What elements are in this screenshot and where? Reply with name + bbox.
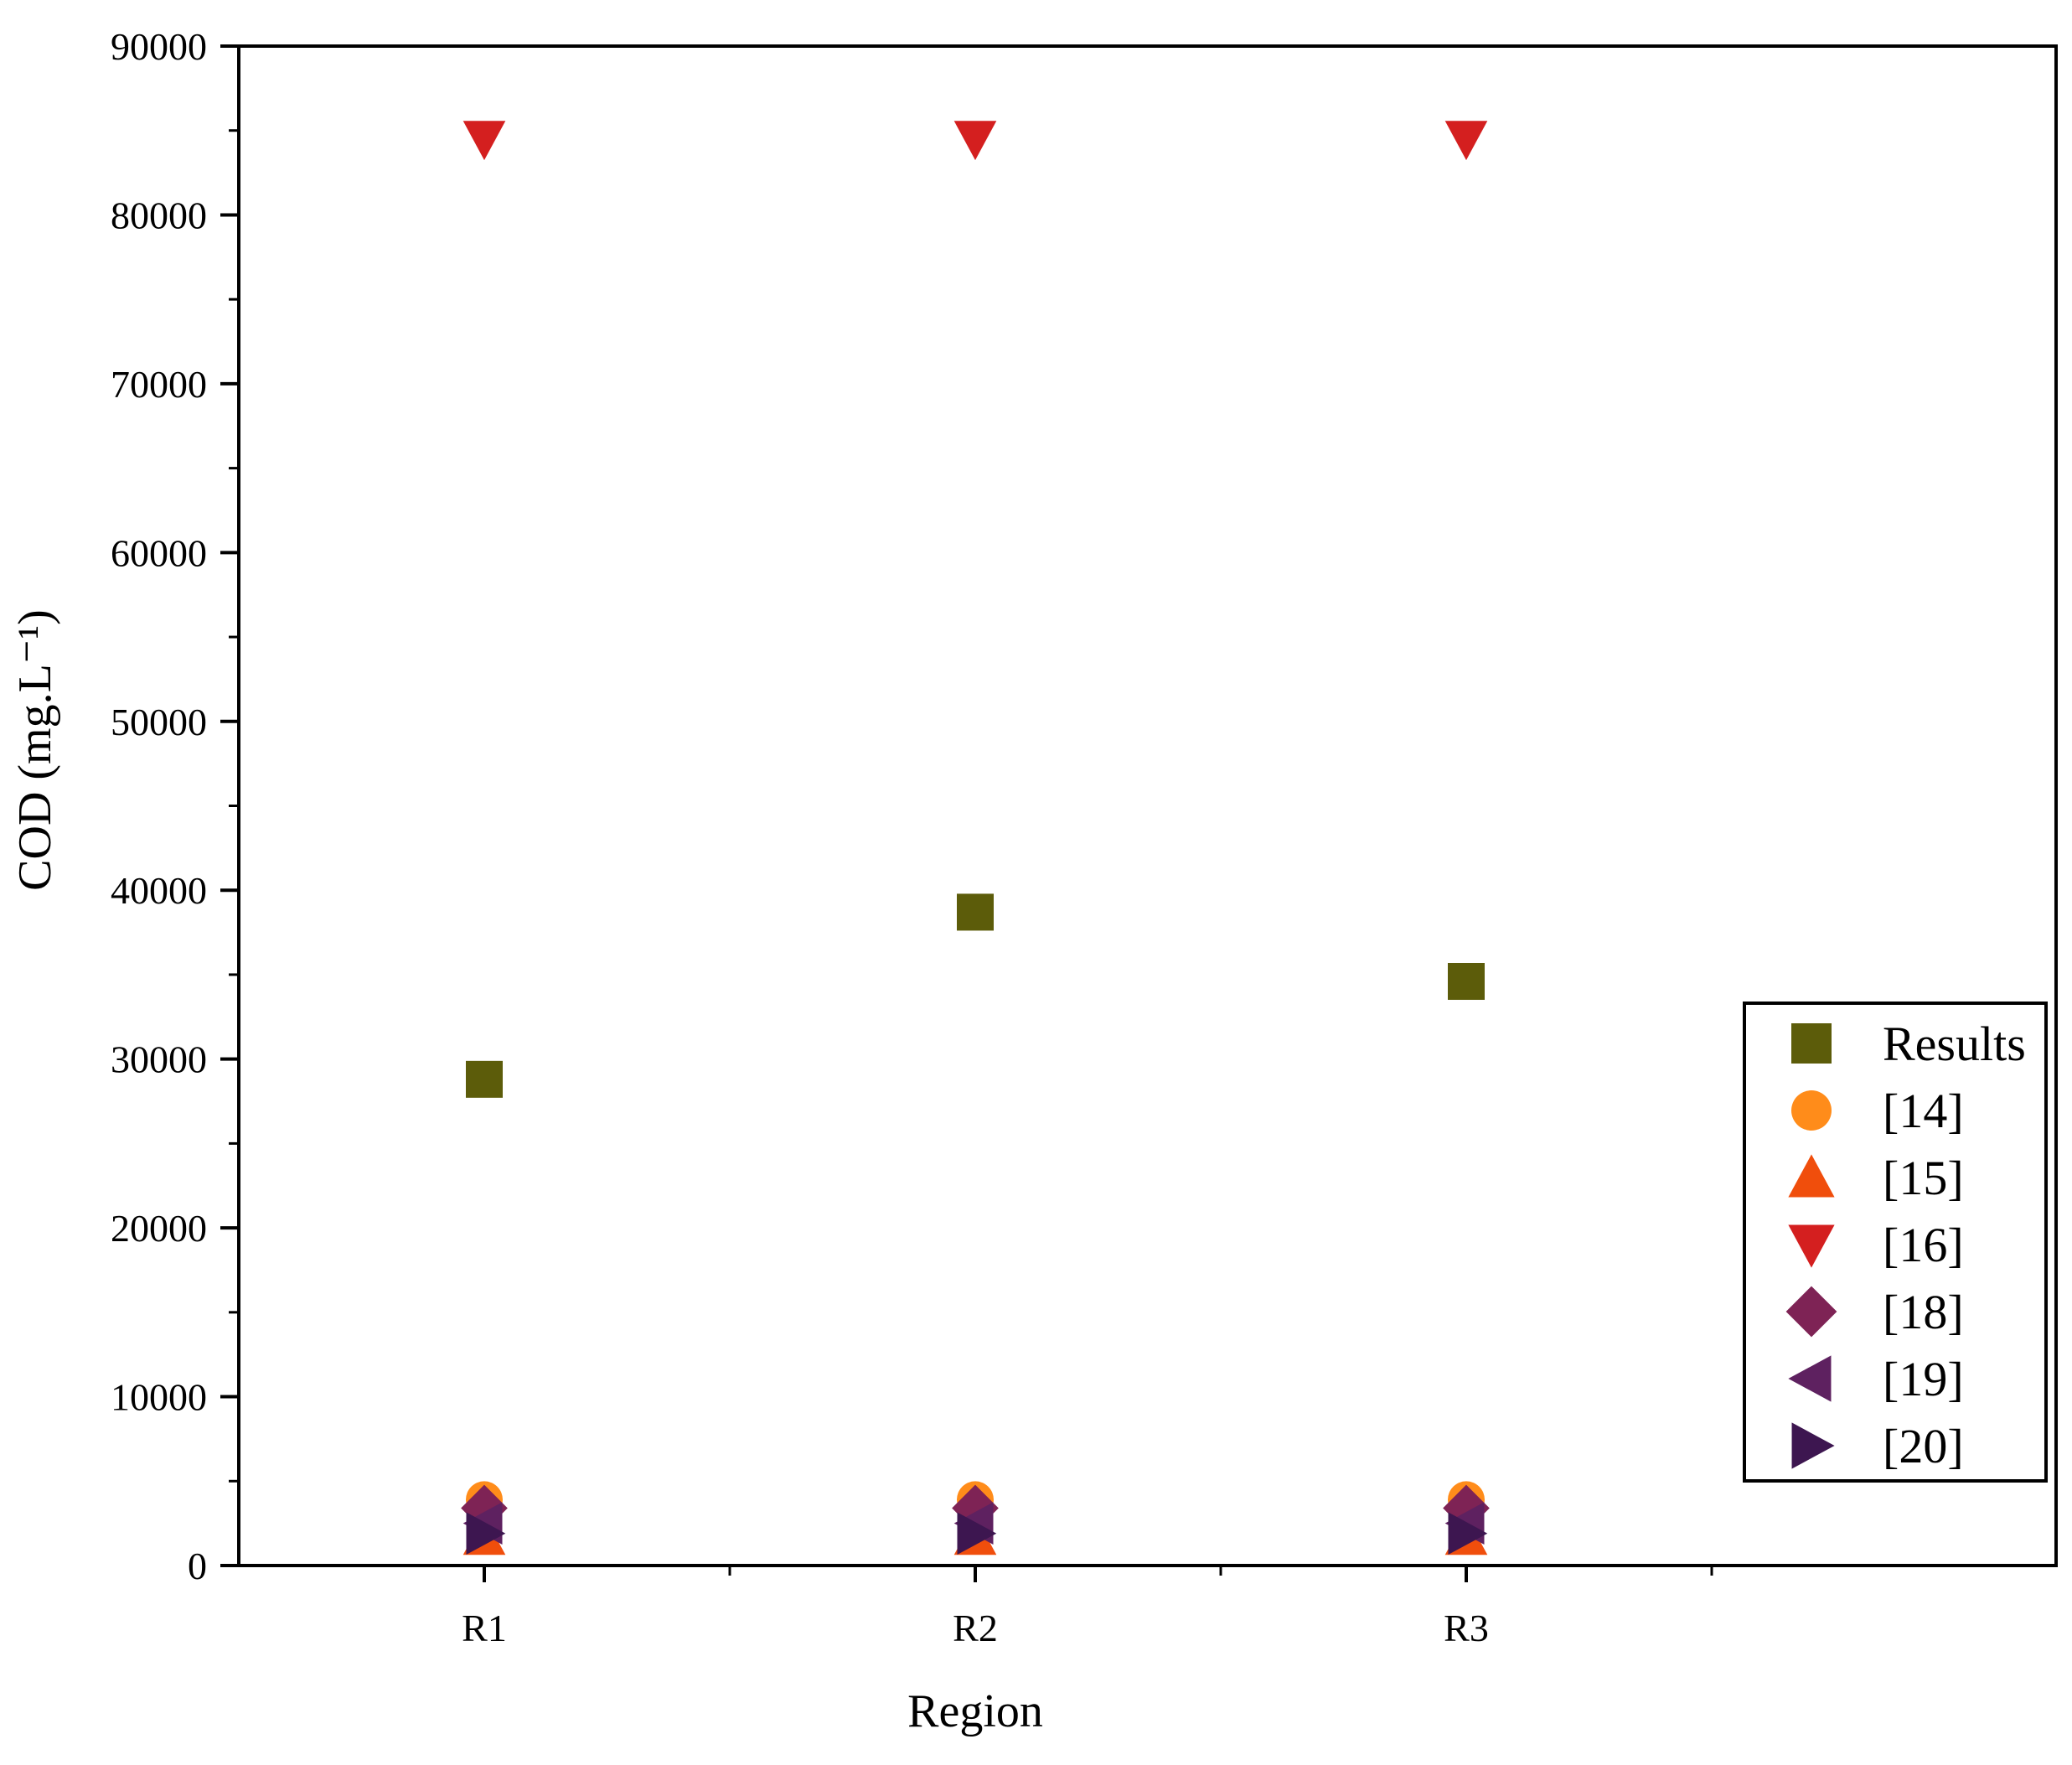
y-tick-label: 50000: [111, 701, 207, 743]
x-tick-label: R2: [953, 1607, 998, 1649]
y-tick-label: 80000: [111, 194, 207, 236]
legend-marker-16: [1788, 1224, 1835, 1268]
point-results-r1: [466, 1060, 503, 1098]
legend-marker-14: [1791, 1090, 1832, 1131]
y-tick-label: 70000: [111, 363, 207, 406]
legend-marker-19: [1788, 1355, 1832, 1402]
point-16-r2: [953, 121, 997, 161]
x-axis: R1 R2 R3: [462, 1566, 1713, 1649]
legend-marker-18: [1785, 1286, 1837, 1338]
y-axis: 0 10000 20000 30000 40000 50000 60000 70000 8000…: [111, 25, 239, 1587]
point-20-r1: [466, 1512, 506, 1555]
point-results-r3: [1448, 963, 1485, 1001]
y-tick-label: 10000: [111, 1376, 207, 1419]
point-16-r3: [1444, 121, 1488, 161]
legend-marker-results: [1791, 1023, 1832, 1064]
y-axis-title: COD (mg.L⁻¹): [9, 609, 61, 891]
legend-marker-20: [1791, 1422, 1835, 1469]
y-tick-label: 90000: [111, 25, 207, 68]
y-tick-label: 20000: [111, 1207, 207, 1250]
y-tick-label: 60000: [111, 531, 207, 574]
legend-label: [15]: [1883, 1151, 1964, 1205]
x-tick-label: R3: [1444, 1607, 1489, 1649]
legend-label: [18]: [1883, 1285, 1964, 1339]
y-tick-label: 30000: [111, 1038, 207, 1081]
point-16-r1: [462, 121, 506, 161]
data-points: [461, 121, 1490, 1555]
y-tick-label: 0: [188, 1545, 207, 1587]
legend-label: [19]: [1883, 1352, 1964, 1406]
y-tick-label: 40000: [111, 869, 207, 912]
legend: Results [14] [15] [16] [18] [19] [20]: [1743, 1002, 2048, 1483]
x-tick-label: R1: [462, 1607, 507, 1649]
legend-label: [20]: [1883, 1419, 1964, 1473]
x-axis-title: Region: [907, 1685, 1043, 1737]
legend-label: [14]: [1883, 1084, 1964, 1138]
point-results-r2: [957, 893, 994, 931]
legend-label: [16]: [1883, 1218, 1964, 1272]
legend-label: Results: [1883, 1017, 2026, 1071]
point-20-r3: [1448, 1512, 1488, 1555]
legend-marker-15: [1788, 1154, 1835, 1198]
legend-box: [1743, 1002, 2048, 1483]
point-20-r2: [957, 1512, 997, 1555]
